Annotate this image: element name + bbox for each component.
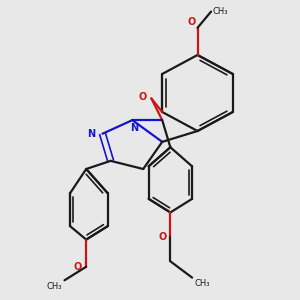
Text: N: N bbox=[130, 123, 138, 134]
Text: O: O bbox=[74, 262, 82, 272]
Text: CH₃: CH₃ bbox=[195, 279, 210, 288]
Text: CH₃: CH₃ bbox=[212, 7, 228, 16]
Text: O: O bbox=[158, 232, 166, 242]
Text: O: O bbox=[187, 17, 195, 27]
Text: CH₃: CH₃ bbox=[46, 282, 62, 291]
Text: N: N bbox=[88, 129, 96, 139]
Text: O: O bbox=[138, 92, 146, 102]
